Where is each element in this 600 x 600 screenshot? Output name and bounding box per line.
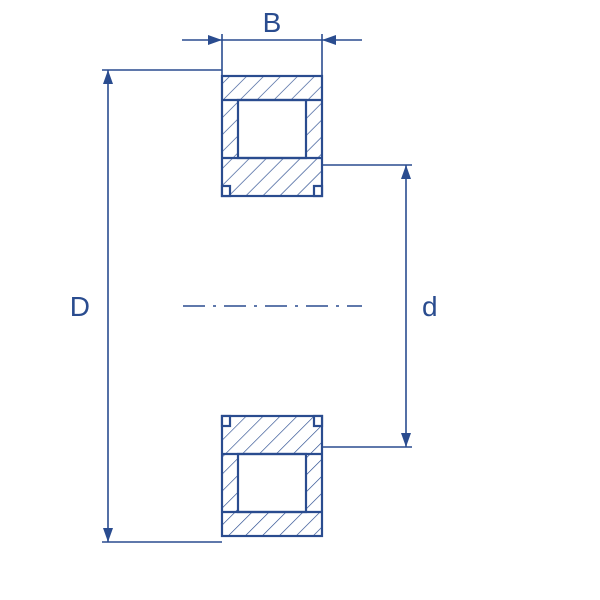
bearing-cross-section-diagram: Dd B: [0, 0, 600, 600]
label-D: D: [70, 291, 90, 322]
label-d: d: [422, 291, 438, 322]
label-B: B: [263, 7, 282, 38]
